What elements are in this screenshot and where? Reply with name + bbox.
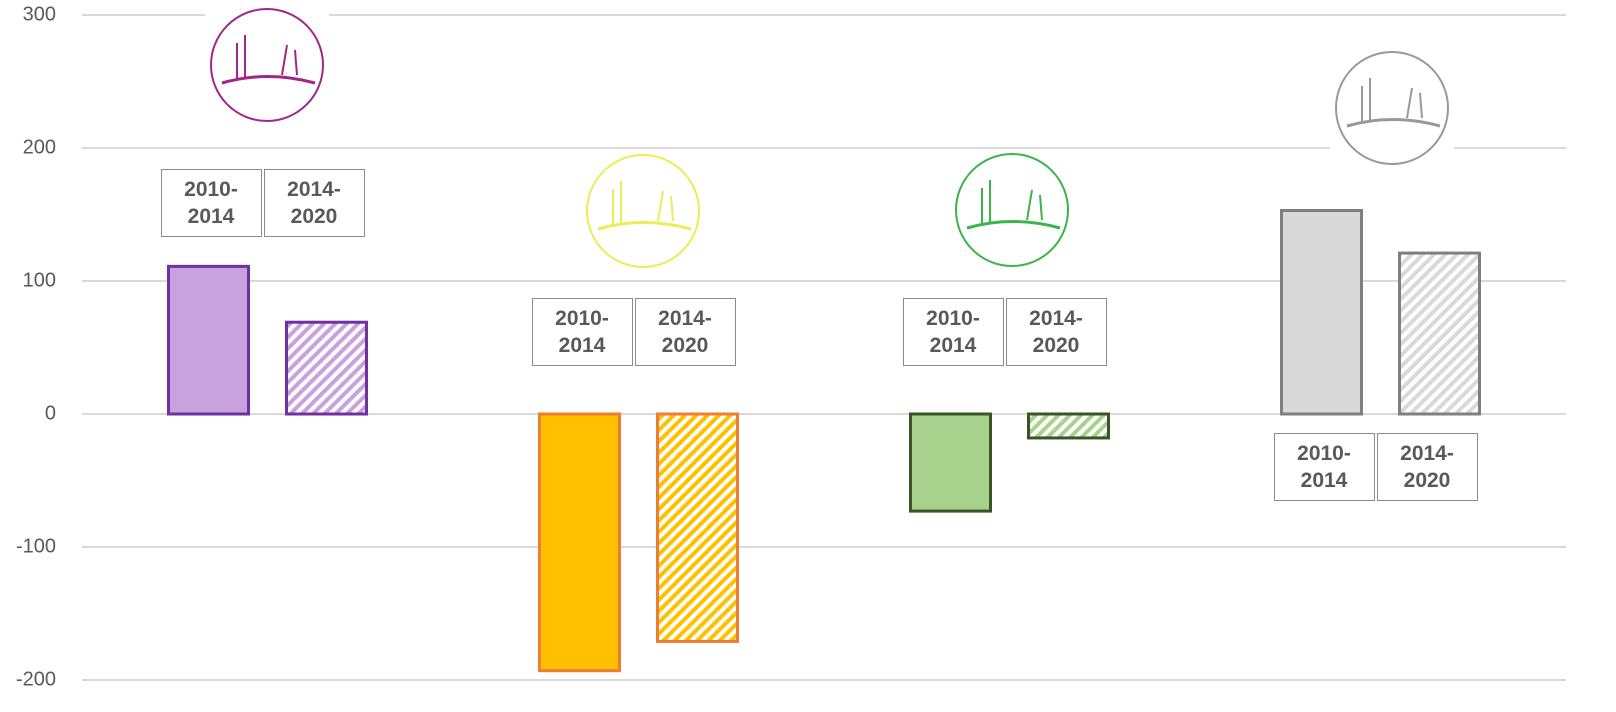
bar	[540, 414, 620, 671]
legend-label: 2014- 2020	[264, 169, 365, 237]
bar	[1029, 414, 1109, 438]
bar	[1400, 253, 1480, 414]
legend-label: 2014- 2020	[1006, 298, 1107, 366]
legend-label: 2010- 2014	[903, 298, 1004, 366]
y-tick-label: 100	[23, 269, 56, 291]
y-tick-label: -100	[16, 535, 56, 557]
bar	[287, 322, 367, 414]
legend-label: 2014- 2020	[1377, 433, 1478, 501]
legend-label: 2010- 2014	[1274, 433, 1375, 501]
bar	[169, 266, 249, 414]
chart-page: -200-1000100200300 2010- 20142010- 20142…	[0, 0, 1616, 712]
icon-backdrop	[1330, 48, 1454, 168]
legend-label: 2014- 2020	[635, 298, 736, 366]
chart: -200 -100 0 100 200 300	[0, 0, 1616, 712]
y-tick-label: -200	[16, 668, 56, 690]
bar	[658, 414, 738, 641]
y-tick-label: 300	[23, 3, 56, 25]
icon-backdrop	[581, 151, 705, 271]
bar	[911, 414, 991, 511]
y-tick-label: 200	[23, 136, 56, 158]
legend-label: 2010- 2014	[161, 169, 262, 237]
y-tick-label: 0	[45, 402, 56, 424]
legend-label: 2010- 2014	[532, 298, 633, 366]
icon-backdrop	[205, 5, 329, 125]
icon-backdrop	[950, 150, 1074, 270]
bar	[1282, 211, 1362, 414]
